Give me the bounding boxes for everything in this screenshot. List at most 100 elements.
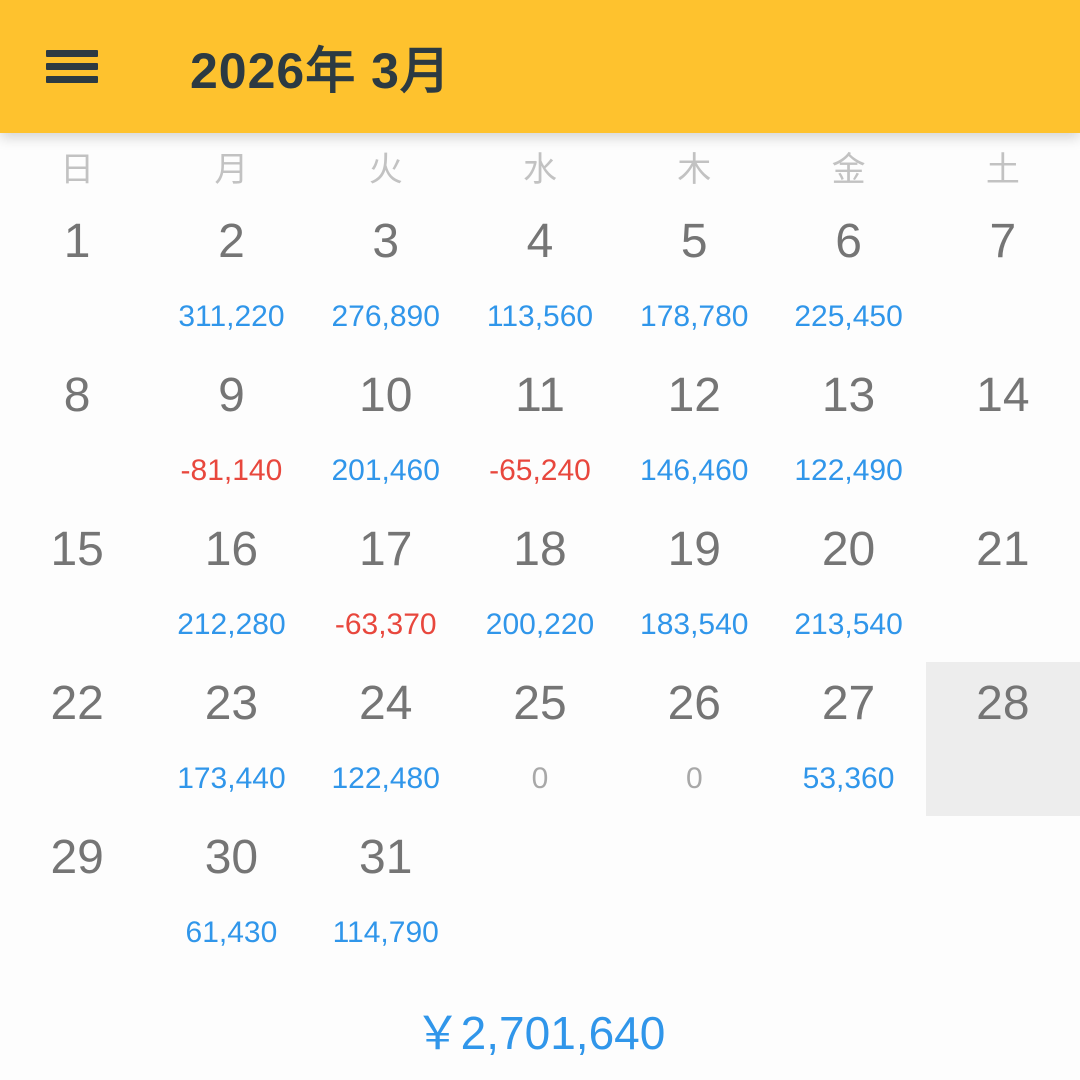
day-amount: 53,360 <box>802 762 895 795</box>
day-amount: 276,890 <box>331 300 440 333</box>
weekday-label: 木 <box>677 151 712 189</box>
day-cell[interactable]: 3 276,890 <box>309 200 463 354</box>
day-cell[interactable]: 4 113,560 <box>463 200 617 354</box>
day-amount: 0 <box>685 762 703 795</box>
day-amount: 113,560 <box>486 300 594 333</box>
date-number: 25 <box>513 677 567 730</box>
day-cell[interactable]: 2 311,220 <box>154 200 308 354</box>
date-number: 31 <box>359 831 413 884</box>
day-cell[interactable]: 29 <box>0 816 154 970</box>
day-cell[interactable]: 7 <box>926 200 1080 354</box>
day-amount: -81,140 <box>180 454 283 487</box>
calendar-grid: 1 2 311,220 3 276,890 4 113,560 5 178,780 6 225,45… <box>0 200 1080 970</box>
day-cell[interactable]: 21 <box>926 508 1080 662</box>
date-number: 4 <box>526 215 554 268</box>
day-cell[interactable]: 25 0 <box>463 662 617 816</box>
date-number: 1 <box>63 215 91 268</box>
date-number: 6 <box>835 215 862 268</box>
weekday-label: 月 <box>214 151 249 189</box>
weekday-label: 火 <box>368 151 403 189</box>
date-number: 14 <box>976 369 1030 422</box>
day-amount: 213,540 <box>794 608 903 641</box>
day-cell[interactable]: 14 <box>926 354 1080 508</box>
date-number: 23 <box>204 677 259 730</box>
day-cell[interactable]: 22 <box>0 662 154 816</box>
day-cell[interactable]: 17 -63,370 <box>309 508 463 662</box>
day-amount: 201,460 <box>331 454 440 487</box>
day-cell[interactable]: 26 0 <box>617 662 771 816</box>
day-amount: 212,280 <box>177 608 286 641</box>
date-number: 7 <box>989 215 1017 268</box>
date-number: 16 <box>204 523 259 576</box>
page-title: 2026年 3月 <box>190 42 451 99</box>
date-number: 24 <box>359 677 413 730</box>
day-amount: -65,240 <box>489 454 591 487</box>
day-amount: -63,370 <box>334 608 437 641</box>
date-number: 13 <box>821 369 876 422</box>
day-amount: 114,790 <box>332 916 439 949</box>
day-cell[interactable]: 23 173,440 <box>154 662 308 816</box>
date-number: 5 <box>680 215 708 268</box>
date-number: 22 <box>50 677 104 730</box>
date-number: 3 <box>372 215 400 268</box>
monthly-total: ￥2,701,640 <box>414 1007 666 1059</box>
date-number: 30 <box>204 831 259 884</box>
hamburger-bar <box>46 76 98 83</box>
hamburger-menu-icon[interactable] <box>46 50 98 83</box>
day-amount: 200,220 <box>485 608 595 641</box>
date-number: 19 <box>667 523 721 576</box>
day-amount: 122,490 <box>794 454 903 487</box>
day-amount: 122,480 <box>331 762 440 795</box>
date-number: 17 <box>359 523 413 576</box>
empty-cell <box>617 816 771 970</box>
day-cell[interactable]: 28 <box>925 662 1080 816</box>
day-cell[interactable]: 18 200,220 <box>463 508 617 662</box>
date-number: 15 <box>50 523 104 576</box>
date-number: 27 <box>821 677 876 730</box>
day-cell[interactable]: 13 122,490 <box>771 354 925 508</box>
date-number: 2 <box>218 215 245 268</box>
date-number: 18 <box>513 523 567 576</box>
date-number: 9 <box>218 369 245 422</box>
weekday-label: 水 <box>522 151 557 189</box>
date-number: 20 <box>821 523 876 576</box>
day-amount: 311,220 <box>178 300 285 333</box>
date-number: 21 <box>976 523 1030 576</box>
day-amount: 146,460 <box>640 454 749 487</box>
day-amount: 61,430 <box>185 916 278 949</box>
weekday-label: 日 <box>60 151 95 189</box>
weekday-header-row: 日月火水木金土 <box>0 133 1080 200</box>
day-amount: 183,540 <box>640 608 749 641</box>
day-cell[interactable]: 8 <box>0 354 154 508</box>
weekday-label: 金 <box>831 151 866 189</box>
day-cell[interactable]: 30 61,430 <box>154 816 308 970</box>
date-number: 10 <box>359 369 413 422</box>
empty-cell <box>771 816 925 970</box>
date-number: 8 <box>63 369 91 422</box>
empty-cell <box>463 816 617 970</box>
hamburger-bar <box>46 63 98 70</box>
day-cell[interactable]: 20 213,540 <box>771 508 925 662</box>
day-cell[interactable]: 19 183,540 <box>617 508 771 662</box>
day-cell[interactable]: 12 146,460 <box>617 354 771 508</box>
day-cell[interactable]: 6 225,450 <box>771 200 925 354</box>
total-row: ￥2,701,640 <box>0 970 1080 1080</box>
day-cell[interactable]: 9 -81,140 <box>154 354 308 508</box>
day-cell[interactable]: 10 201,460 <box>309 354 463 508</box>
date-number: 28 <box>976 677 1030 730</box>
day-cell[interactable]: 5 178,780 <box>617 200 771 354</box>
day-cell[interactable]: 31 114,790 <box>309 816 463 970</box>
day-cell[interactable]: 11 -65,240 <box>463 354 617 508</box>
day-cell[interactable]: 16 212,280 <box>154 508 308 662</box>
day-cell[interactable]: 15 <box>0 508 154 662</box>
day-amount: 178,780 <box>640 300 749 333</box>
weekday-label: 土 <box>985 151 1020 189</box>
date-number: 12 <box>667 369 721 422</box>
day-cell[interactable]: 27 53,360 <box>771 662 925 816</box>
day-amount: 225,450 <box>794 300 903 333</box>
day-cell[interactable]: 1 <box>0 200 154 354</box>
date-number: 26 <box>667 677 721 730</box>
date-number: 11 <box>515 369 565 422</box>
day-cell[interactable]: 24 122,480 <box>309 662 463 816</box>
day-amount: 173,440 <box>177 762 286 795</box>
